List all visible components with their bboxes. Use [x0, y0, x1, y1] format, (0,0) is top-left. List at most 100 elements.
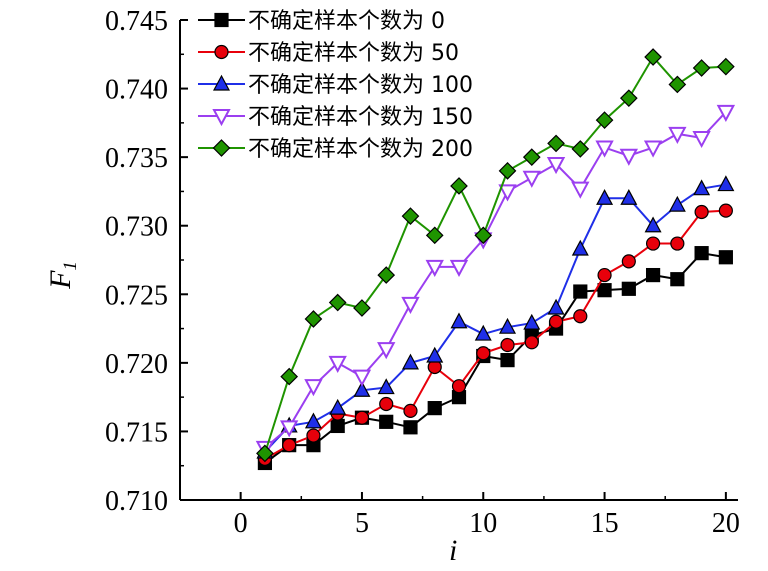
x-axis-label: i [449, 534, 457, 567]
x-tick-label: 0 [234, 508, 248, 539]
series-1 [257, 203, 733, 466]
legend-marker [212, 74, 231, 91]
data-point [499, 317, 517, 334]
data-point [595, 140, 614, 158]
data-point [353, 299, 371, 317]
x-tick-label: 10 [469, 508, 497, 539]
data-point [354, 410, 370, 425]
data-point [644, 48, 662, 66]
data-point [500, 337, 515, 353]
y-axis-label: F1 [44, 261, 81, 290]
y-tick-label: 0.710 [105, 486, 168, 517]
data-point [523, 313, 541, 330]
data-point [329, 398, 347, 415]
legend-entry-4: 不确定样本个数为 200 [198, 137, 473, 162]
data-point [328, 355, 347, 373]
data-point [401, 353, 419, 370]
data-point [718, 250, 733, 265]
data-point [427, 401, 442, 416]
legend-label: 不确定样本个数为 50 [248, 41, 459, 66]
data-point [717, 175, 735, 192]
data-point [522, 170, 541, 188]
data-point [692, 59, 711, 77]
data-point [694, 204, 709, 220]
legend-entry-3: 不确定样本个数为 150 [198, 105, 473, 130]
data-point [546, 157, 566, 175]
y-axis-label-subscript: 1 [60, 261, 81, 271]
data-point [621, 281, 636, 296]
legend-label: 不确定样本个数为 0 [248, 9, 445, 34]
legend-marker [214, 12, 229, 28]
y-tick-label: 0.735 [105, 143, 168, 174]
data-point [644, 216, 662, 233]
data-point [476, 346, 491, 361]
x-tick-label: 5 [355, 508, 369, 539]
data-point [426, 346, 444, 363]
series-0 [257, 246, 733, 471]
data-point [717, 57, 735, 76]
data-point [716, 104, 736, 123]
y-tick-label: 0.715 [105, 417, 168, 448]
data-point [619, 148, 638, 166]
legend-marker [212, 139, 231, 157]
data-point [377, 342, 396, 360]
data-point [548, 314, 564, 329]
data-point [401, 296, 420, 315]
data-point [352, 369, 372, 387]
data-point [425, 259, 444, 277]
data-point [668, 195, 686, 212]
data-point [304, 379, 323, 397]
y-axis-label-main: F [44, 270, 77, 290]
data-point [621, 254, 636, 269]
data-point [379, 396, 394, 412]
data-point [403, 403, 418, 418]
series-4 [256, 48, 735, 463]
data-point [670, 236, 685, 251]
data-point [595, 111, 614, 129]
data-point [524, 335, 539, 350]
data-point [450, 312, 468, 329]
y-tick-label: 0.725 [105, 280, 168, 311]
data-point [619, 89, 638, 108]
legend-entry-0: 不确定样本个数为 0 [198, 9, 445, 34]
data-point [353, 381, 371, 397]
data-point [571, 239, 589, 256]
data-point [282, 438, 297, 453]
data-point [377, 266, 396, 284]
data-point [668, 75, 687, 94]
legend-entry-1: 不确定样本个数为 50 [198, 41, 459, 66]
data-point [256, 444, 274, 463]
data-point [306, 428, 321, 443]
data-point [498, 184, 517, 202]
data-point [597, 267, 612, 283]
data-point [645, 236, 661, 251]
data-point [522, 148, 541, 166]
series-line-2 [264, 183, 727, 453]
data-point [620, 189, 638, 205]
data-point [449, 259, 469, 277]
y-tick-label: 0.730 [105, 212, 168, 243]
data-point [451, 379, 467, 394]
y-tick-label: 0.740 [105, 75, 168, 106]
data-point [280, 420, 299, 438]
data-point [330, 418, 345, 434]
data-point [693, 179, 711, 196]
data-point [596, 189, 614, 205]
data-point [643, 140, 663, 158]
data-point [474, 324, 492, 341]
axes: 0 5 10 15 20 0.710 0.715 0.720 0.725 0.730 0.735 0.… [105, 6, 740, 539]
data-point [573, 309, 588, 324]
data-point [571, 140, 590, 158]
data-point [694, 246, 709, 261]
data-point [304, 412, 322, 429]
data-point [304, 310, 323, 328]
legend-entry-2: 不确定样本个数为 100 [198, 73, 473, 98]
data-point [571, 181, 590, 199]
data-point [668, 126, 687, 144]
y-tick-label: 0.745 [105, 6, 168, 37]
series-layer [255, 48, 736, 471]
data-point [379, 414, 394, 429]
data-point [450, 177, 468, 195]
data-point [692, 130, 711, 149]
data-point [718, 203, 733, 218]
